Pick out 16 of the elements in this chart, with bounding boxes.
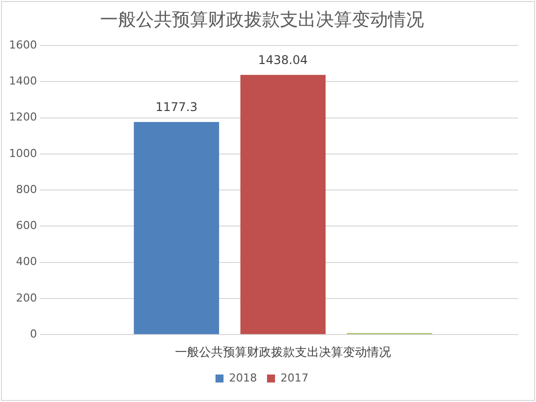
y-tick-label: 1400 xyxy=(8,74,37,88)
y-tick-label: 600 xyxy=(16,219,37,232)
legend-label: 2018 xyxy=(229,371,258,384)
y-tick-label: 800 xyxy=(16,182,37,196)
chart-title: 一般公共预算财政拨款支出决算变动情况 xyxy=(100,9,424,30)
bar xyxy=(134,122,220,334)
legend-label: 2017 xyxy=(280,371,308,384)
bar xyxy=(240,74,326,334)
y-tick-label: 1000 xyxy=(8,146,37,160)
y-tick-label: 1200 xyxy=(8,110,37,124)
y-tick-label: 200 xyxy=(16,291,37,304)
y-tick-label: 0 xyxy=(30,327,37,340)
data-label: 1177.3 xyxy=(155,100,198,114)
y-tick-label: 400 xyxy=(16,255,37,268)
y-tick-label: 1600 xyxy=(8,38,37,52)
data-label: 1438.04 xyxy=(258,52,308,67)
